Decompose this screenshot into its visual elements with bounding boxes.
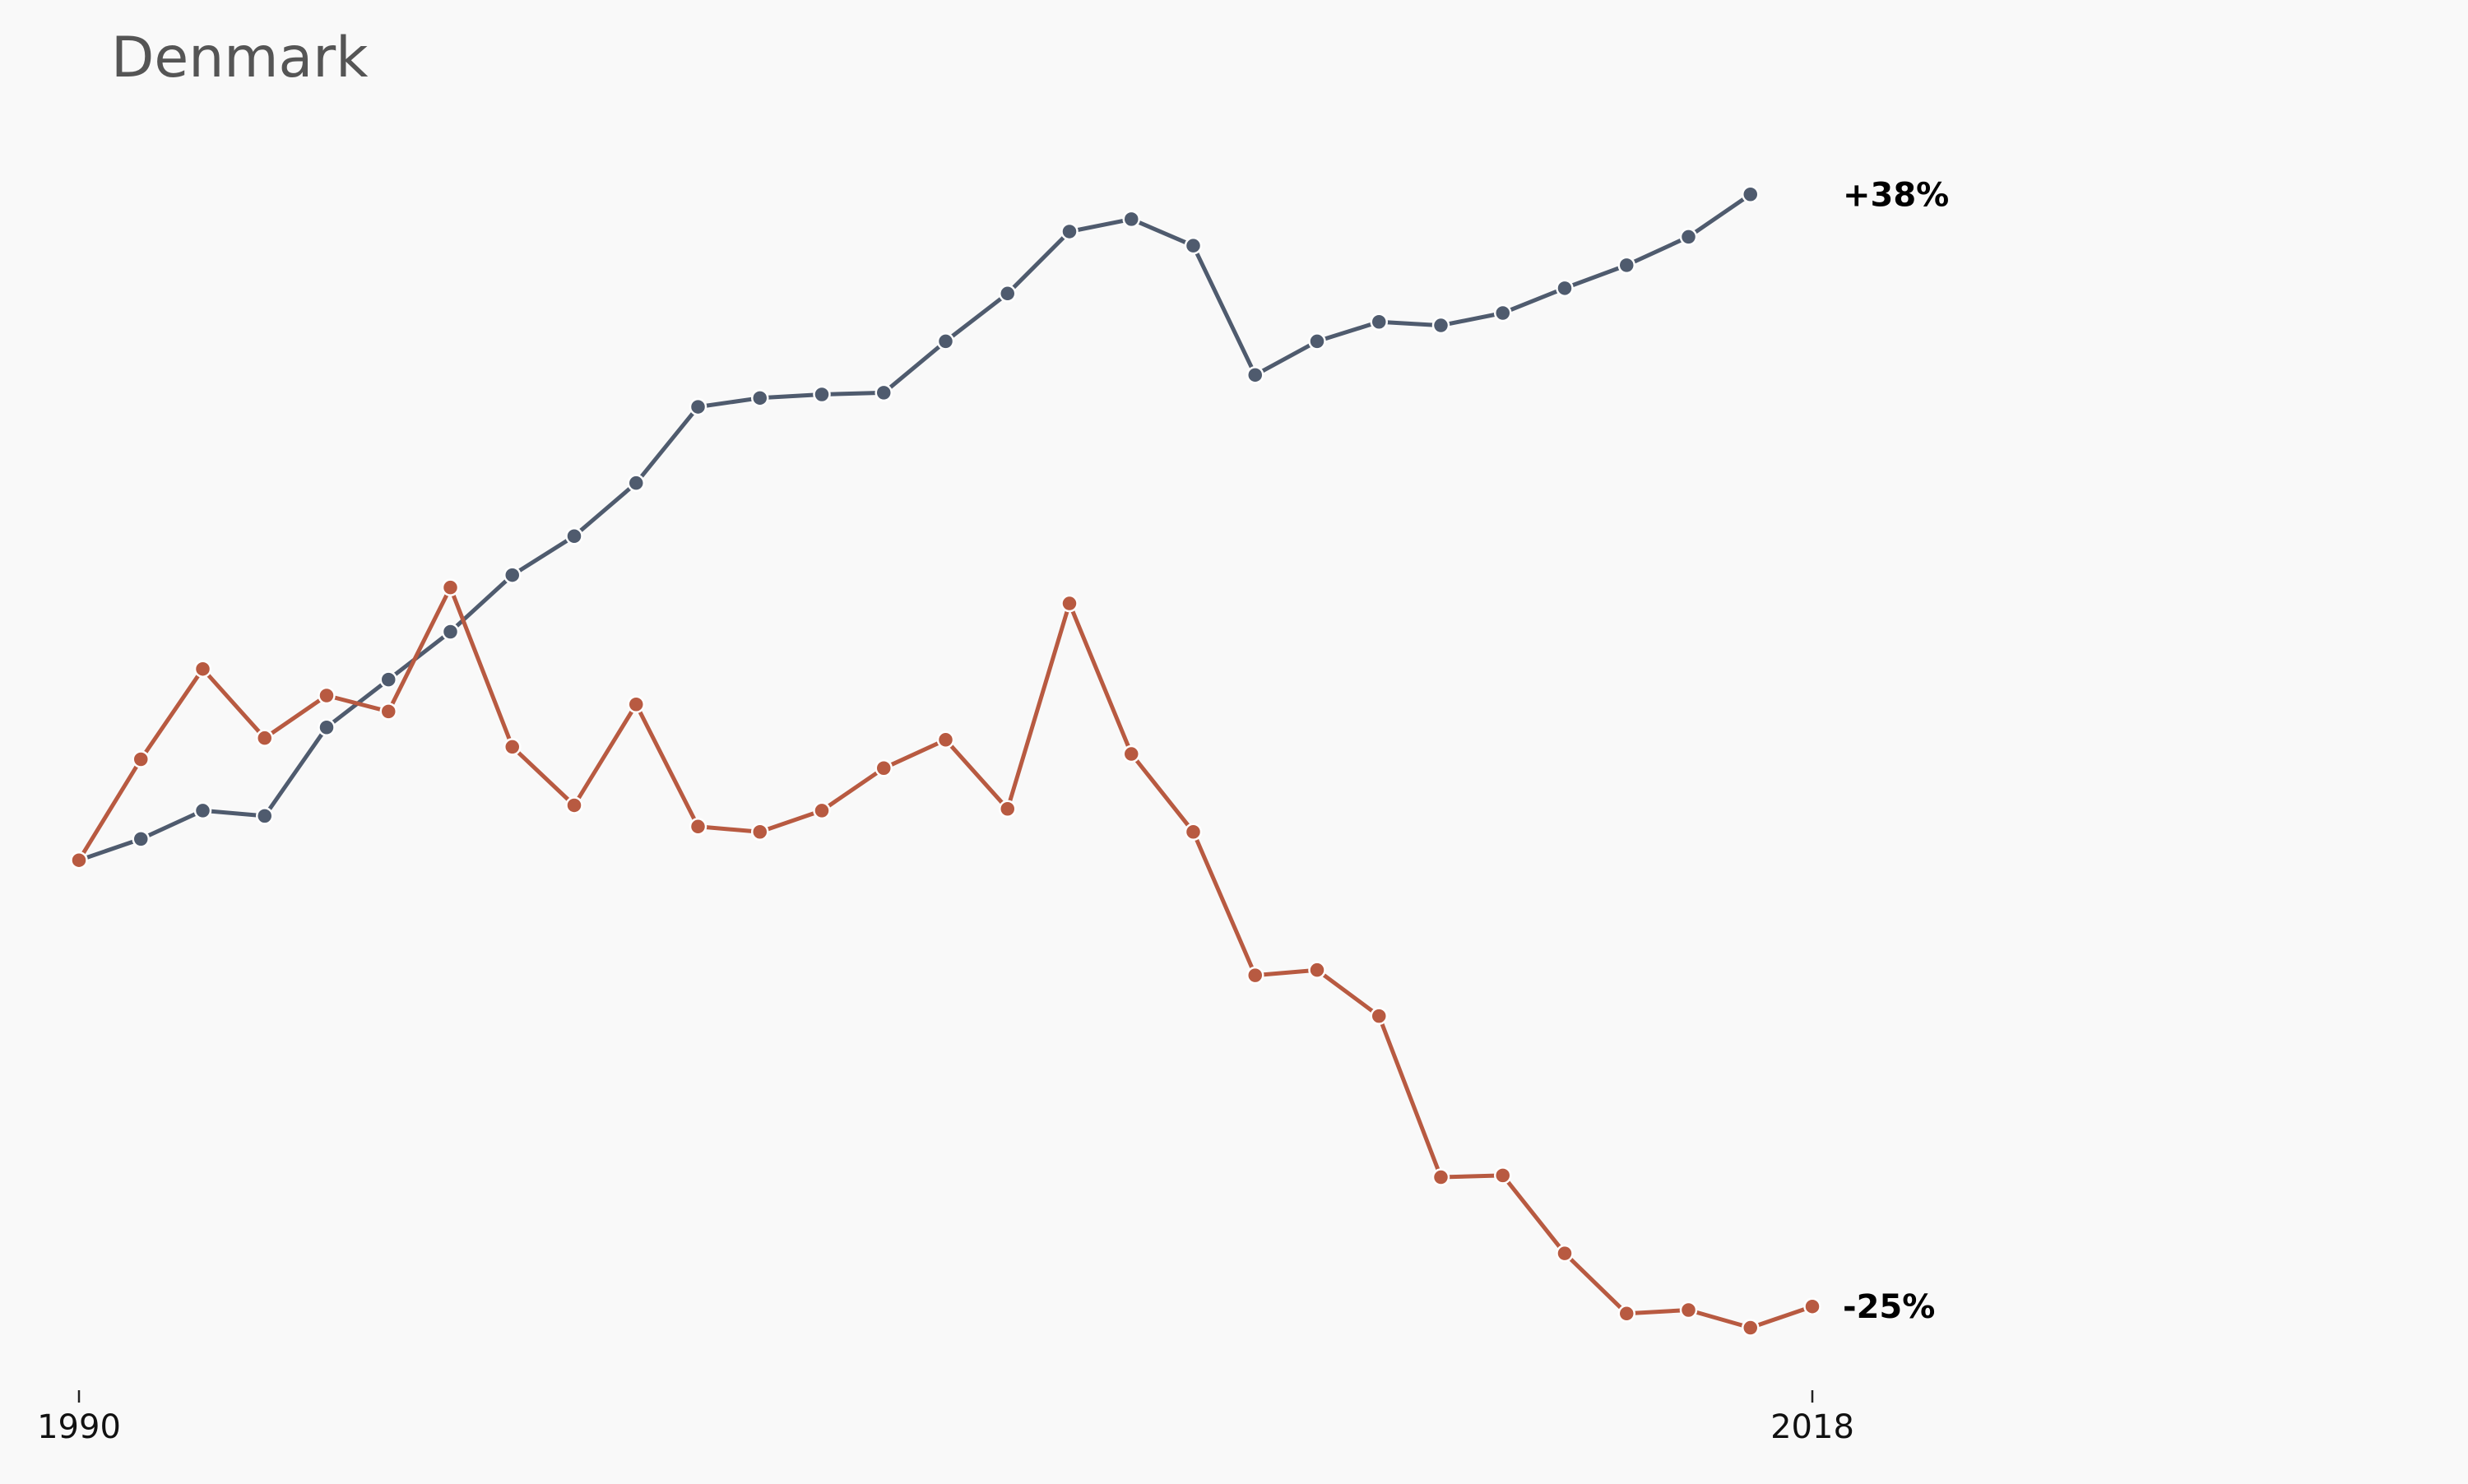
series-1-point-2 [193,660,212,678]
series-0-point-6 [441,623,460,641]
x-tick-label-1: 2018 [1770,1408,1854,1446]
series-0-point-20 [1308,332,1326,350]
series-0-point-16 [1060,222,1079,241]
series-0-point-8 [565,526,583,545]
series-1-point-10 [689,818,707,836]
series-1-point-27 [1742,1319,1760,1337]
series-1-point-8 [565,796,583,814]
series-1-point-28 [1803,1297,1821,1315]
series-0-point-23 [1494,304,1512,322]
series-1-point-6 [441,578,460,596]
series-1-point-18 [1184,823,1203,841]
series-0-point-3 [256,807,274,825]
series-1-point-7 [503,738,522,756]
series-layer [70,185,1821,1337]
series-1-point-4 [318,686,336,705]
series-1-point-19 [1246,966,1264,985]
x-tick-label-0: 1990 [37,1408,121,1446]
series-0-point-4 [318,718,336,736]
series-1-point-0 [70,851,88,870]
series-1-point-17 [1122,744,1140,763]
series-0-point-21 [1370,313,1388,331]
series-0-point-7 [503,566,522,584]
series-line-0 [77,192,1753,863]
series-0-point-11 [751,389,769,407]
series-0-end-label: +38% [1843,176,1949,214]
series-1-point-23 [1494,1166,1512,1185]
series-1-point-13 [874,759,893,777]
end-labels: +38% -25% [1843,176,1949,1326]
series-0-point-10 [689,397,707,416]
series-0-point-17 [1122,210,1140,229]
series-1-point-26 [1679,1301,1698,1319]
series-1-point-12 [813,801,831,820]
series-1-point-11 [751,823,769,841]
series-0-point-5 [379,670,397,689]
series-0-point-9 [627,474,645,492]
series-1-point-9 [627,695,645,713]
series-1-point-20 [1308,961,1326,979]
series-0-point-12 [813,385,831,404]
series-0-point-24 [1556,279,1574,298]
series-1-point-16 [1060,594,1079,613]
series-1-point-15 [999,800,1017,819]
series-line-1 [77,585,1815,1330]
series-0-point-22 [1431,316,1450,335]
series-0-point-26 [1679,228,1698,246]
series-0-point-27 [1742,185,1760,203]
chart-title: Denmark [111,26,369,90]
series-0-point-15 [999,285,1017,303]
series-0-point-18 [1184,236,1203,255]
x-axis: 1990 2018 [37,1390,1854,1446]
series-1-end-label: -25% [1843,1288,1935,1326]
series-0-point-19 [1246,366,1264,384]
series-0-point-13 [874,383,893,402]
series-1-point-25 [1617,1305,1635,1323]
series-1-point-5 [379,703,397,721]
series-1-point-22 [1431,1168,1450,1186]
series-1-point-21 [1370,1007,1388,1025]
series-0-point-14 [936,332,955,350]
series-1-point-14 [936,730,955,749]
series-0-point-1 [132,830,150,848]
series-0-point-2 [193,801,212,820]
series-1-point-1 [132,750,150,768]
series-1-point-24 [1556,1244,1574,1263]
series-0-point-25 [1617,256,1635,275]
series-1-point-3 [256,729,274,747]
